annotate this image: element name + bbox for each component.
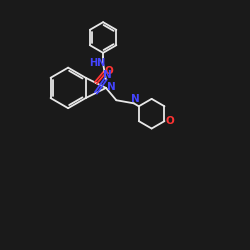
Text: N: N [107, 82, 116, 92]
Text: N: N [102, 70, 111, 80]
Text: O: O [105, 66, 114, 76]
Text: N: N [131, 94, 140, 104]
Text: HN: HN [90, 58, 106, 68]
Text: O: O [166, 116, 174, 126]
